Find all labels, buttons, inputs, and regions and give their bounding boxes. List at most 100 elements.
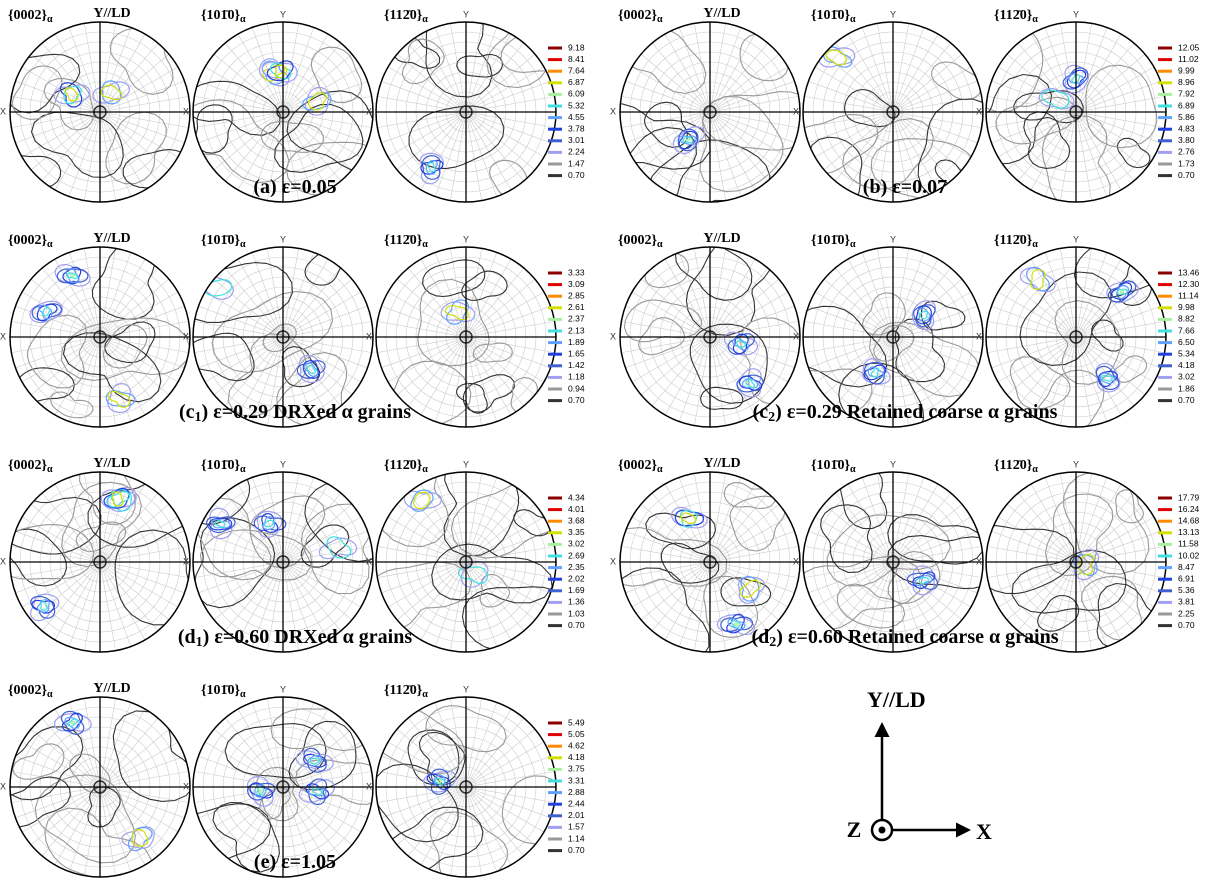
legend-label: 9.18 bbox=[568, 42, 585, 52]
pole-title-sub: α bbox=[422, 239, 428, 250]
axis-x-label: X bbox=[183, 106, 189, 116]
pole-figure: {112̄0}α Y X bbox=[366, 458, 557, 653]
pole-title-main: {0002} bbox=[618, 458, 658, 473]
contour bbox=[745, 378, 755, 389]
contour bbox=[1101, 374, 1113, 382]
legend-label: 11.02 bbox=[1178, 54, 1199, 64]
contour bbox=[825, 49, 847, 66]
contour bbox=[318, 537, 358, 560]
contour bbox=[430, 768, 450, 795]
pole-figure: {112̄0}α Y X bbox=[976, 458, 1167, 653]
axis-x-label: X bbox=[366, 556, 372, 566]
legend-label: 2.13 bbox=[568, 325, 585, 335]
legend-label: 3.35 bbox=[568, 527, 585, 537]
pole-title: {112̄0}α bbox=[384, 233, 428, 250]
axis-x-label: X bbox=[0, 781, 6, 791]
contour bbox=[1081, 575, 1143, 642]
axis-x-label: X bbox=[793, 556, 799, 566]
contour bbox=[429, 811, 508, 877]
contour bbox=[1023, 111, 1071, 169]
contour bbox=[1025, 266, 1050, 292]
legend-label: 5.49 bbox=[568, 717, 585, 727]
pole-title: {101̄0}α bbox=[201, 233, 246, 250]
contour bbox=[295, 759, 373, 805]
contour bbox=[29, 300, 64, 324]
contour bbox=[1030, 268, 1046, 291]
contour bbox=[861, 292, 906, 336]
pole-content bbox=[986, 22, 1166, 202]
pole-title-sub: α bbox=[657, 14, 663, 25]
pole-title-main: {101̄0} bbox=[201, 233, 241, 248]
legend-label: 0.70 bbox=[568, 845, 585, 855]
legend-label: 1.47 bbox=[568, 158, 585, 168]
pole-title-sub: α bbox=[1032, 14, 1038, 25]
contour bbox=[1071, 74, 1081, 84]
pole-title: {0002}α bbox=[8, 233, 53, 250]
caption-rest: ) ε=0.60 Retained coarse α grains bbox=[776, 626, 1058, 648]
contour bbox=[1066, 69, 1087, 89]
axis-y-label: Y//LD bbox=[703, 6, 740, 21]
contour bbox=[422, 259, 486, 298]
contour bbox=[36, 599, 50, 613]
pole-title-main: {101̄0} bbox=[201, 683, 241, 698]
contour bbox=[912, 571, 936, 590]
contour bbox=[36, 303, 58, 322]
legend-label: 17.79 bbox=[1178, 492, 1200, 502]
pole-title-main: {112̄0} bbox=[384, 233, 423, 248]
contour bbox=[413, 491, 431, 510]
contour bbox=[193, 472, 251, 525]
pole-figure: {112̄0}α Y X bbox=[366, 8, 557, 203]
contour bbox=[107, 390, 131, 408]
pole-title: {101̄0}α bbox=[811, 458, 856, 475]
contour bbox=[246, 782, 276, 801]
contour bbox=[680, 512, 697, 524]
pole-circle bbox=[192, 21, 374, 203]
axis-y-label: Y//LD bbox=[93, 231, 130, 246]
contour bbox=[912, 565, 935, 596]
caption: (a) ε=0.05 bbox=[253, 176, 336, 198]
contour bbox=[70, 720, 76, 725]
contour bbox=[307, 786, 327, 797]
legend-label: 11.58 bbox=[1178, 539, 1199, 549]
axis-y-label: Y bbox=[890, 9, 896, 19]
pole-figure: {101̄0}α Y X bbox=[793, 458, 984, 653]
legend-label: 8.96 bbox=[1178, 77, 1195, 87]
contour bbox=[700, 386, 744, 410]
contour bbox=[262, 323, 297, 353]
contour bbox=[1019, 271, 1112, 366]
contour bbox=[643, 101, 688, 148]
contour bbox=[106, 491, 131, 508]
axis-y-label: Y bbox=[280, 9, 286, 19]
caption: (c1) ε=0.29 DRXed α grains bbox=[179, 401, 411, 426]
legend-label: 14.68 bbox=[1178, 515, 1200, 525]
pole-content bbox=[376, 22, 556, 202]
pole-title-main: {0002} bbox=[618, 233, 658, 248]
contour bbox=[1038, 87, 1075, 110]
pole-title: {101̄0}α bbox=[201, 458, 246, 475]
legend-label: 0.70 bbox=[568, 170, 585, 180]
pole-figure: {101̄0}α Y X bbox=[793, 8, 984, 203]
contour bbox=[444, 305, 469, 321]
pole-title-sub: α bbox=[850, 14, 856, 25]
axis-x-label: X bbox=[793, 331, 799, 341]
legend-label: 5.86 bbox=[1178, 112, 1195, 122]
pole-title: {0002}α bbox=[618, 233, 663, 250]
contour bbox=[844, 88, 896, 128]
contour bbox=[417, 278, 490, 367]
contour bbox=[303, 747, 327, 773]
contour bbox=[826, 514, 951, 587]
contour bbox=[1085, 64, 1158, 149]
contour bbox=[1106, 280, 1139, 304]
pole-title-main: {112̄0} bbox=[994, 233, 1033, 248]
pole-title: {0002}α bbox=[8, 458, 53, 475]
legend-label: 4.34 bbox=[568, 492, 585, 502]
legend-label: 2.01 bbox=[568, 810, 585, 820]
axis-x-label: X bbox=[366, 331, 372, 341]
axis-y-label: Y bbox=[463, 9, 469, 19]
contour bbox=[308, 778, 328, 806]
contour bbox=[912, 304, 936, 328]
contour bbox=[41, 307, 51, 317]
legend-label: 4.55 bbox=[568, 112, 585, 122]
legend-label: 2.85 bbox=[568, 290, 585, 300]
contour bbox=[214, 520, 226, 529]
